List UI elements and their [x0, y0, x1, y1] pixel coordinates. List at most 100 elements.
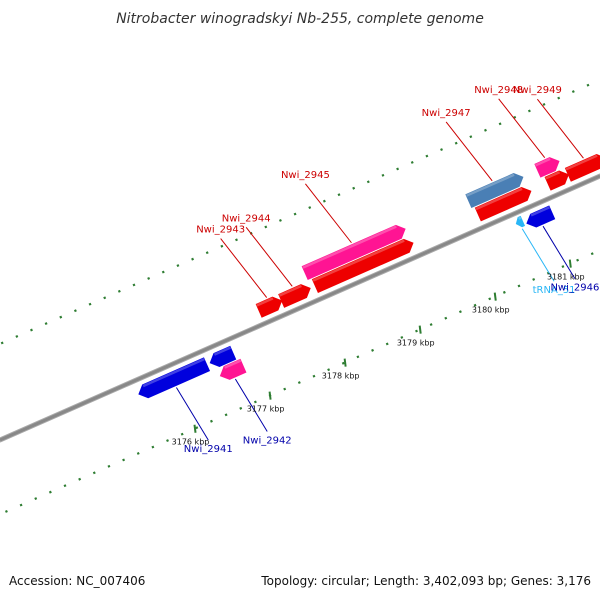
reverse-tick-track-dot	[283, 387, 287, 391]
scale-tick-mark	[193, 424, 197, 433]
gene-arrow-nwi-2941[interactable]	[138, 357, 211, 399]
reverse-tick-track-dot	[34, 497, 38, 501]
gene-arrow-nwi-2943[interactable]	[255, 296, 283, 318]
gene-label-nwi-2949[interactable]: Nwi_2949	[513, 85, 562, 96]
gene-label-nwi-2941[interactable]: Nwi_2941	[184, 444, 233, 455]
forward-tick-track-dot	[557, 96, 561, 100]
reverse-tick-track-dot	[444, 316, 448, 320]
gene-label-trna-51[interactable]: tRNA_51	[533, 285, 576, 296]
label-leader-line	[536, 98, 584, 159]
reverse-tick-track-dot	[458, 310, 462, 314]
reverse-tick-track-dot	[341, 361, 345, 365]
gene-arrow-highlight	[142, 358, 205, 388]
forward-tick-track-dot	[117, 289, 121, 293]
label-leader-line	[445, 121, 493, 182]
scale-tick-labels: 3176 kbp 3177 kbp 3178 kbp 3179 kbp 3180 kbp…	[172, 259, 585, 447]
scale-tick-label: 3176 kbp	[172, 438, 210, 447]
reverse-tick-track-dot	[327, 368, 331, 372]
forward-tick-track-dot	[527, 109, 531, 113]
gene-arrow-highlight	[213, 346, 231, 356]
label-leader-line	[234, 378, 268, 432]
scale-tick-label: 3177 kbp	[247, 405, 285, 414]
scale-tick-label: 3178 kbp	[322, 372, 360, 381]
gene-arrow-feature-12[interactable]	[544, 170, 569, 191]
gene-arrow-nwi-2944[interactable]	[278, 284, 311, 308]
label-leader-line	[220, 238, 268, 298]
gene-label-nwi-2943[interactable]: Nwi_2943	[196, 225, 245, 236]
gene-label-nwi-2947[interactable]: Nwi_2947	[422, 108, 471, 119]
reverse-tick-track-dot	[180, 432, 184, 436]
reverse-tick-track-dot	[224, 413, 228, 417]
reverse-tick-track-dot	[210, 419, 213, 423]
reverse-tick-track-dot	[297, 381, 301, 385]
forward-tick-track-dot	[103, 296, 107, 300]
gene-arrow-trna-51[interactable]	[515, 215, 526, 228]
scale-tick-label: 3180 kbp	[472, 306, 510, 315]
gene-arrow-nwi-2946[interactable]	[526, 205, 556, 228]
gene-arrow-feature-1[interactable]	[209, 345, 237, 367]
reverse-tick-track-dot	[561, 265, 565, 269]
gene-arrow-nwi-2948[interactable]	[534, 157, 560, 178]
backbone-line	[0, 174, 600, 442]
forward-tick-track-dot	[308, 206, 312, 210]
forward-tick-track-dot	[293, 212, 297, 216]
reverse-tick-track-dot	[532, 278, 536, 281]
reverse-tick-track-dot	[48, 490, 52, 494]
forward-tick-track-dot	[454, 141, 458, 145]
forward-tick-track-dot	[542, 103, 546, 106]
feature-layer	[138, 154, 600, 399]
forward-tick-track-dot	[322, 199, 326, 203]
reverse-tick-track-dot	[253, 400, 257, 404]
forward-tick-track-dot	[59, 315, 63, 319]
genome-backbone	[0, 173, 600, 443]
forward-tick-track-dot	[73, 309, 77, 313]
gene-arrow-nwi-2947[interactable]	[465, 173, 524, 209]
gene-label-nwi-2946[interactable]: Nwi_2946	[550, 283, 599, 294]
gene-label-nwi-2944[interactable]: Nwi_2944	[222, 213, 271, 224]
reverse-tick-track-dot	[385, 342, 389, 346]
gene-arrow-highlight	[466, 173, 515, 197]
gene-arrow-feature-10[interactable]	[474, 187, 532, 222]
forward-tick-track-dot	[235, 238, 238, 242]
gene-arrow-feature-6[interactable]	[311, 238, 414, 294]
reverse-tick-track-dot	[371, 348, 375, 352]
forward-tick-track-dot	[132, 283, 136, 287]
gene-arrow-highlight	[302, 225, 397, 269]
forward-tick-track-dot	[44, 322, 48, 326]
forward-tick-track-dot	[484, 128, 487, 132]
reverse-tick-track-dot	[590, 252, 594, 256]
scale-tick-mark	[568, 259, 572, 268]
accession-text: Accession: NC_007406	[9, 574, 146, 588]
forward-tick-track-dot	[381, 173, 385, 177]
gene-arrow-nwi-2945[interactable]	[301, 224, 406, 281]
genome-summary-text: Topology: circular; Length: 3,402,093 bp…	[261, 574, 591, 588]
forward-tick-track-dot	[410, 161, 414, 164]
reverse-tick-track-dot	[400, 336, 404, 339]
gene-arrow-highlight	[518, 216, 522, 220]
scale-tick-mark	[493, 292, 497, 301]
reverse-tick-track-dot	[136, 452, 140, 455]
gene-arrow-highlight	[224, 359, 242, 369]
reverse-tick-track-dot	[78, 477, 82, 481]
reverse-tick-track-dot	[63, 484, 67, 488]
scale-tick-mark	[343, 358, 347, 367]
tick-track-lines	[0, 83, 594, 513]
reverse-tick-track-dot	[356, 355, 360, 359]
gene-arrow-nwi-2942[interactable]	[219, 358, 247, 380]
gene-arrow-highlight	[530, 206, 550, 217]
scale-tick-label: 3179 kbp	[397, 339, 435, 348]
reverse-tick-track-dot	[19, 503, 23, 507]
forward-tick-track-dot	[366, 180, 370, 184]
label-leader-line	[175, 387, 209, 441]
gene-label-nwi-2945[interactable]: Nwi_2945	[281, 170, 330, 181]
forward-tick-track-dot	[440, 148, 443, 152]
reverse-tick-track-dot	[415, 329, 418, 333]
gene-arrow-highlight	[565, 154, 598, 171]
forward-tick-track-dot	[337, 193, 341, 197]
forward-tick-track-dot	[147, 277, 151, 280]
gene-label-nwi-2942[interactable]: Nwi_2942	[243, 436, 292, 447]
gene-label-nwi-2948[interactable]: Nwi_2948	[474, 85, 523, 96]
gene-arrow-nwi-2949[interactable]	[564, 154, 600, 182]
forward-tick-track-dot	[396, 167, 400, 171]
